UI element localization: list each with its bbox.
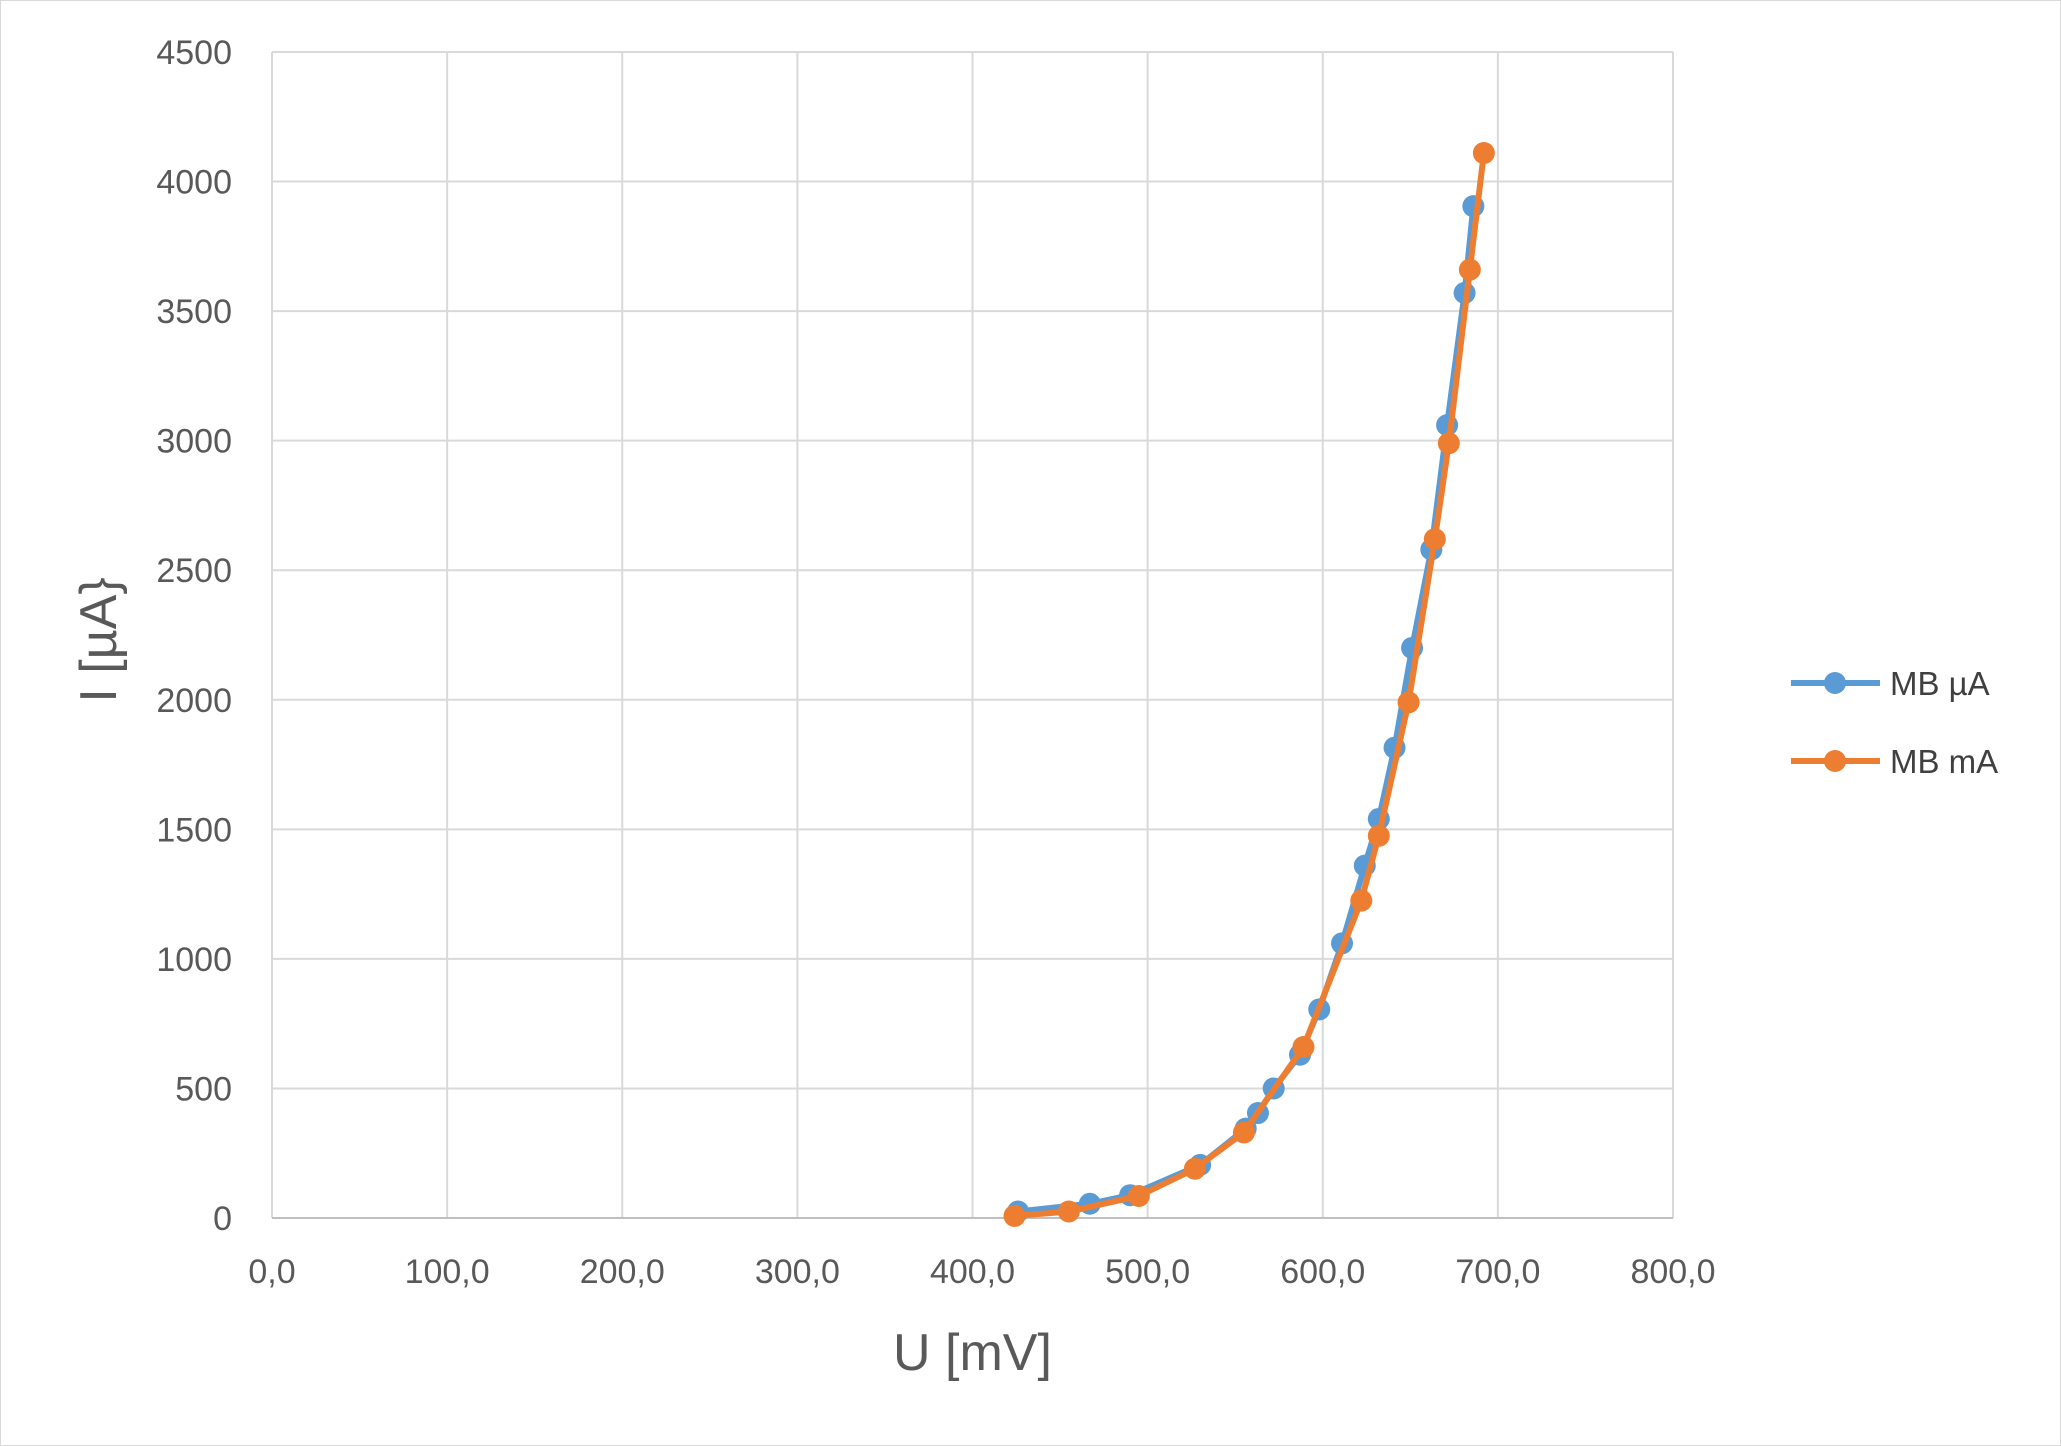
x-tick-label: 300,0 <box>755 1253 840 1291</box>
gridlines <box>271 51 1674 1218</box>
y-tick-label: 0 <box>213 1200 232 1238</box>
data-point <box>1003 1204 1026 1227</box>
legend-label: MB mA <box>1890 743 1998 780</box>
x-axis-tick-labels: 0,0 100,0 200,0 300,0 400,0 500,0 600,0 700,0 80… <box>248 1253 1715 1291</box>
y-axis-title: I [µA} <box>70 577 128 702</box>
data-point <box>1367 824 1390 847</box>
series-line <box>1014 152 1487 1219</box>
data-point <box>1350 889 1373 912</box>
data-point <box>1423 528 1446 551</box>
legend-item: MB mA <box>1791 743 1998 780</box>
data-point <box>1437 432 1460 455</box>
legend-item: MB µA <box>1791 665 1990 702</box>
x-tick-label: 400,0 <box>930 1253 1015 1291</box>
y-tick-label: 1500 <box>156 811 232 849</box>
legend-swatch-marker <box>1824 750 1846 772</box>
x-axis-title: U [mV] <box>893 1324 1052 1382</box>
y-tick-label: 2500 <box>156 552 232 590</box>
data-point <box>1458 258 1481 281</box>
data-point <box>1472 142 1495 165</box>
x-tick-label: 500,0 <box>1105 1253 1190 1291</box>
x-tick-label: 600,0 <box>1280 1253 1365 1291</box>
legend-swatch-marker <box>1824 672 1846 694</box>
data-point <box>1127 1184 1150 1207</box>
data-point <box>1057 1200 1080 1223</box>
data-point <box>1183 1157 1206 1180</box>
data-point <box>1292 1035 1315 1058</box>
series-mb-ma <box>1003 142 1495 1227</box>
x-tick-label: 800,0 <box>1630 1253 1715 1291</box>
y-tick-label: 1000 <box>156 941 232 979</box>
y-axis-tick-labels: 0 500 1000 1500 2000 2500 3000 3500 4000 4500 <box>156 34 232 1238</box>
y-tick-label: 3500 <box>156 293 232 331</box>
legend: MB µA MB mA <box>1791 665 1998 780</box>
y-tick-label: 500 <box>175 1070 232 1108</box>
data-point <box>1232 1121 1255 1144</box>
plot-series <box>1003 142 1495 1227</box>
legend-label: MB µA <box>1890 665 1990 702</box>
x-tick-label: 0,0 <box>248 1253 295 1291</box>
x-tick-label: 100,0 <box>405 1253 490 1291</box>
y-tick-label: 4500 <box>156 34 232 72</box>
y-tick-label: 2000 <box>156 682 232 720</box>
y-tick-label: 3000 <box>156 423 232 461</box>
x-tick-label: 200,0 <box>580 1253 665 1291</box>
y-tick-label: 4000 <box>156 164 232 202</box>
data-point <box>1397 691 1420 714</box>
x-tick-label: 700,0 <box>1455 1253 1540 1291</box>
